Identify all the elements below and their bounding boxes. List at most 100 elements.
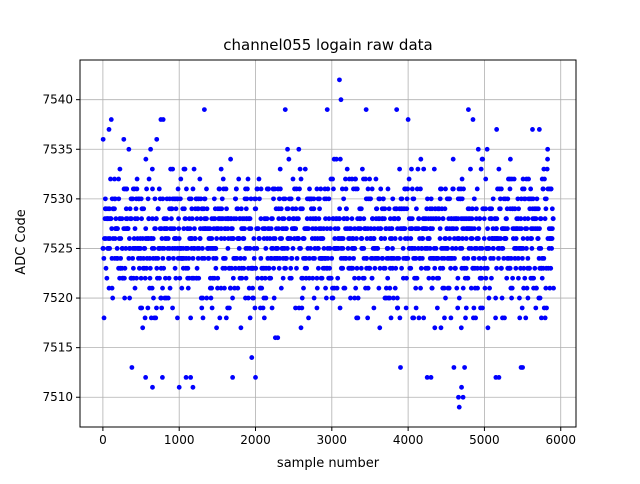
- data-point: [106, 127, 112, 132]
- data-point: [440, 216, 446, 222]
- data-point: [171, 226, 177, 232]
- data-point: [108, 216, 114, 222]
- data-point: [353, 176, 358, 182]
- data-point: [194, 265, 200, 271]
- data-point: [527, 265, 532, 271]
- data-point: [198, 196, 204, 202]
- data-point: [204, 206, 210, 212]
- data-point: [408, 265, 414, 271]
- data-point: [416, 216, 421, 222]
- data-point: [336, 216, 342, 222]
- data-point: [298, 176, 304, 182]
- data-point: [486, 295, 492, 301]
- data-point: [507, 265, 513, 271]
- data-point: [437, 236, 443, 241]
- data-point: [236, 176, 242, 182]
- data-point: [161, 265, 167, 271]
- data-point: [314, 186, 320, 192]
- data-point: [461, 255, 467, 261]
- data-point: [441, 285, 447, 291]
- data-point: [198, 216, 204, 222]
- data-point: [383, 285, 389, 291]
- data-point: [121, 136, 127, 142]
- data-point: [127, 206, 133, 212]
- data-point: [258, 216, 264, 222]
- y-tick-label: 7520: [42, 291, 73, 305]
- data-point: [371, 236, 377, 241]
- data-point: [421, 315, 427, 321]
- data-point: [538, 315, 544, 321]
- data-point: [456, 404, 462, 410]
- data-point: [150, 236, 156, 241]
- data-point: [185, 265, 191, 271]
- data-point: [326, 216, 332, 222]
- data-point: [324, 107, 330, 112]
- data-point: [469, 236, 475, 241]
- data-point: [268, 226, 274, 232]
- data-point: [450, 156, 456, 162]
- data-point: [404, 275, 409, 281]
- data-point: [481, 236, 487, 241]
- data-point: [143, 226, 149, 232]
- data-point: [209, 236, 215, 241]
- data-point: [194, 216, 200, 222]
- data-point: [549, 226, 555, 232]
- data-point: [396, 255, 402, 261]
- data-point: [535, 206, 541, 212]
- data-point: [414, 206, 419, 212]
- data-point: [213, 246, 219, 251]
- data-point: [298, 325, 304, 331]
- data-point: [441, 255, 447, 261]
- data-point: [334, 285, 340, 291]
- data-point: [435, 255, 441, 261]
- data-point: [184, 186, 189, 192]
- data-point: [347, 255, 352, 261]
- data-point: [493, 315, 498, 321]
- data-point: [405, 117, 411, 122]
- data-point: [177, 196, 183, 202]
- data-point: [504, 275, 510, 281]
- data-point: [454, 226, 459, 232]
- data-point: [377, 325, 383, 331]
- data-point: [542, 176, 547, 182]
- data-point: [306, 315, 311, 321]
- data-point: [509, 295, 514, 301]
- data-point: [222, 255, 228, 261]
- data-point: [421, 166, 427, 172]
- data-point: [382, 265, 388, 271]
- data-point: [405, 255, 411, 261]
- data-point: [146, 216, 152, 222]
- data-point: [352, 246, 358, 251]
- data-point: [516, 275, 521, 281]
- data-point: [317, 196, 322, 202]
- data-point: [107, 246, 113, 251]
- data-point: [310, 275, 316, 281]
- y-axis-label: ADC Code: [14, 209, 29, 274]
- data-point: [377, 265, 383, 271]
- data-point: [201, 255, 207, 261]
- data-point: [409, 166, 414, 172]
- data-point: [275, 335, 281, 341]
- data-point: [499, 295, 505, 301]
- data-point: [386, 206, 392, 212]
- data-point: [219, 206, 225, 212]
- data-point: [416, 315, 422, 321]
- data-point: [245, 186, 250, 192]
- data-point: [277, 166, 283, 172]
- data-point: [150, 216, 155, 222]
- data-point: [195, 206, 201, 212]
- data-point: [394, 107, 400, 112]
- data-point: [453, 246, 459, 251]
- data-point: [512, 206, 518, 212]
- data-point: [132, 226, 138, 232]
- x-tick-label: 3000: [317, 433, 348, 447]
- data-point: [244, 196, 250, 202]
- data-point: [387, 295, 393, 301]
- data-point: [296, 236, 302, 241]
- data-point: [154, 136, 160, 142]
- data-point: [101, 255, 107, 261]
- data-point: [158, 295, 164, 301]
- data-point: [451, 365, 457, 370]
- data-point: [165, 295, 171, 301]
- data-point: [263, 246, 269, 251]
